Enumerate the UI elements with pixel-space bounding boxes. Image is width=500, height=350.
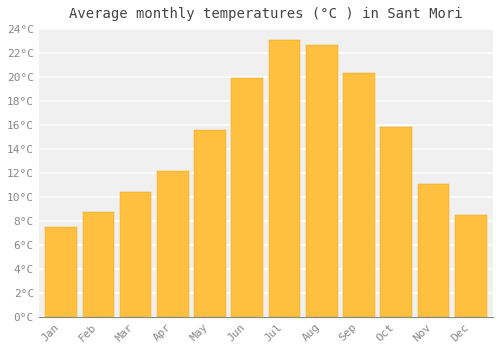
Bar <box>455 215 486 317</box>
Bar <box>82 212 114 317</box>
Bar <box>157 170 188 317</box>
Bar <box>46 227 77 317</box>
Bar <box>268 40 300 317</box>
Bar <box>232 78 263 317</box>
Title: Average monthly temperatures (°C ) in Sant Mori: Average monthly temperatures (°C ) in Sa… <box>69 7 462 21</box>
Bar <box>120 192 152 317</box>
Bar <box>343 74 375 317</box>
Bar <box>418 184 450 317</box>
Bar <box>194 130 226 317</box>
Bar <box>306 45 338 317</box>
Bar <box>380 127 412 317</box>
